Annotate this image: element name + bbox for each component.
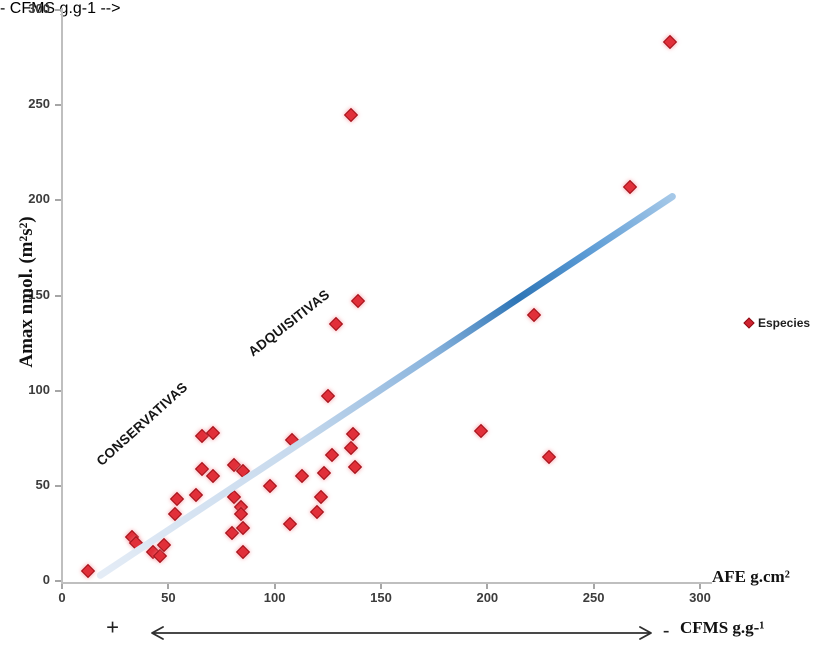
data-point [263, 478, 278, 493]
x-tick-label: 200 [476, 590, 499, 605]
legend-label: Especies [758, 316, 811, 330]
x-tick-mark [592, 584, 595, 589]
data-point [282, 516, 297, 531]
x-tick-label: 0 [58, 590, 66, 605]
data-point [473, 423, 489, 438]
x-axis-title: AFE g.cm² [712, 567, 790, 586]
legend: Especies [743, 316, 811, 330]
data-point [316, 465, 331, 480]
legend-diamond-icon [743, 317, 755, 329]
y-axis-line [61, 8, 63, 584]
x-axis-line [61, 582, 712, 584]
minus-sign: - [663, 620, 670, 641]
data-point [235, 545, 250, 560]
data-point [167, 507, 182, 522]
x-tick-label: 50 [161, 590, 176, 605]
y-tick-mark [55, 104, 61, 107]
data-point [329, 316, 344, 332]
annotation-adquisitivas: ADQUISITIVAS [245, 286, 333, 360]
data-point [622, 179, 637, 195]
data-point [527, 307, 542, 322]
data-point [205, 469, 221, 484]
data-point [663, 35, 678, 50]
data-point [284, 433, 299, 448]
plus-sign: + [106, 615, 120, 640]
y-tick-mark [55, 9, 61, 11]
data-point [344, 107, 359, 122]
x-tick-mark [273, 584, 276, 589]
y-tick-label: 150 [28, 286, 50, 302]
y-tick-label: 300 [28, 1, 50, 16]
data-point [320, 389, 335, 404]
x-tick-mark [699, 584, 701, 589]
data-point [541, 450, 557, 465]
x-tick-label: 100 [263, 590, 286, 605]
y-tick-label: 50 [35, 476, 50, 492]
x-tick-mark [486, 584, 489, 589]
data-point [325, 448, 340, 463]
y-tick-label: 0 [42, 572, 50, 587]
data-point [344, 440, 359, 455]
y-axis-title: Amax nmol. (m²s²) [16, 216, 37, 368]
secondary-axis-label: CFMS g.g-¹ [680, 618, 765, 637]
data-point [80, 564, 95, 579]
data-point [295, 469, 310, 484]
x-tick-mark [380, 584, 382, 589]
data-point [350, 294, 365, 309]
y-tick-label: 250 [28, 96, 50, 112]
x-tick-label: 250 [582, 590, 605, 605]
y-tick-label: 100 [28, 381, 50, 397]
data-point [169, 492, 184, 507]
data-point [348, 459, 363, 474]
data-point [188, 488, 204, 503]
y-tick-mark [55, 580, 61, 582]
x-tick-mark [167, 584, 170, 589]
y-tick-label: 200 [28, 191, 50, 207]
y-tick-mark [55, 199, 61, 202]
y-tick-mark [55, 389, 61, 392]
data-point [346, 427, 361, 442]
y-tick-mark [55, 294, 61, 297]
x-tick-label: 150 [370, 590, 392, 605]
x-tick-label: 300 [689, 590, 711, 605]
data-point [310, 505, 325, 520]
data-point [314, 490, 329, 505]
data-point [205, 425, 221, 440]
x-tick-mark [61, 584, 63, 589]
y-tick-mark [55, 484, 61, 487]
annotation-conservativas: CONSERVATIVAS [93, 379, 191, 469]
